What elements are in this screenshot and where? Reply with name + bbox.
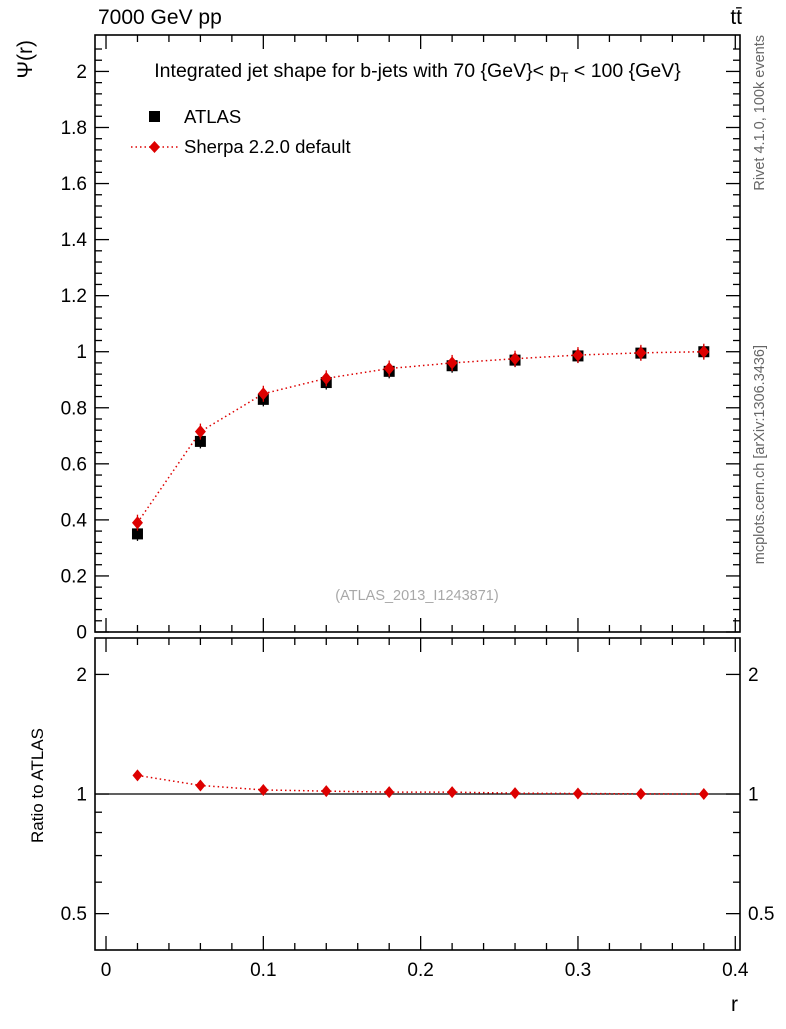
y-tick-label-main: 1.6	[61, 174, 87, 195]
y-tick-label-ratio-left: 1	[76, 785, 87, 806]
x-axis-label: r	[731, 993, 738, 1016]
analysis-id-watermark: (ATLAS_2013_I1243871)	[335, 588, 499, 604]
sherpa-data-marker	[257, 387, 269, 401]
sherpa-data-marker	[194, 425, 206, 439]
sherpa-data-marker	[383, 362, 395, 376]
x-tick-label: 0	[101, 960, 112, 981]
sherpa-data-marker	[572, 348, 584, 362]
legend-atlas-label: ATLAS	[184, 106, 241, 127]
mcplots-arxiv-note: mcplots.cern.ch [arXiv:1306.3436]	[752, 345, 768, 565]
y-tick-label-ratio-right: 2	[748, 665, 759, 686]
main-panel-frame	[94, 34, 741, 633]
rivet-version-note: Rivet 4.1.0, 100k events	[752, 35, 768, 191]
sherpa-line-main	[136, 350, 704, 524]
y-tick-label-main: 1.8	[61, 118, 87, 139]
y-tick-label-main: 0	[76, 623, 87, 644]
y-tick-label-ratio-left: 0.5	[61, 904, 87, 925]
y-tick-label-main: 0.8	[61, 398, 87, 419]
sherpa-data-marker	[509, 352, 521, 366]
x-tick-label: 0.1	[250, 960, 276, 981]
sherpa-data-marker	[698, 345, 710, 359]
y-tick-label-main: 2	[76, 62, 87, 83]
sherpa-ratio-marker	[698, 788, 709, 801]
legend-sherpa-label: Sherpa 2.2.0 default	[184, 136, 351, 157]
sherpa-ratio-marker	[635, 787, 646, 800]
x-tick-label: 0.3	[565, 960, 591, 981]
y-tick-label-main: 0.6	[61, 454, 87, 475]
y-tick-label-main: 0.4	[61, 510, 88, 531]
y-tick-label-ratio-right: 0.5	[748, 904, 774, 925]
sherpa-ratio-marker	[132, 769, 143, 782]
legend-sherpa-marker	[149, 141, 160, 153]
sherpa-ratio-marker	[258, 783, 269, 796]
y-tick-label-main: 0.2	[61, 566, 87, 587]
x-tick-label: 0.2	[407, 960, 433, 981]
x-tick-label: 0.4	[722, 960, 749, 981]
plot-title: Integrated jet shape for b-jets with 70 …	[154, 60, 681, 85]
sherpa-ratio-marker	[195, 779, 206, 792]
header-process-ttbar: tt̄	[730, 6, 742, 29]
y-tick-label-ratio-right: 1	[748, 785, 759, 806]
sherpa-ratio-marker	[384, 786, 395, 799]
y-axis-label-ratio: Ratio to ATLAS	[28, 728, 47, 843]
y-axis-label-main: Ψ(r)	[14, 40, 37, 79]
sherpa-ratio-marker	[321, 785, 332, 798]
atlas-data-marker	[131, 528, 143, 540]
sherpa-data-marker	[635, 346, 647, 360]
sherpa-data-marker	[131, 516, 143, 530]
y-tick-label-main: 1.4	[61, 230, 88, 251]
y-tick-label-ratio-left: 2	[76, 665, 87, 686]
sherpa-ratio-marker	[510, 787, 521, 800]
legend-atlas-marker	[149, 111, 160, 122]
sherpa-ratio-marker	[447, 786, 458, 799]
y-tick-label-main: 1	[76, 342, 87, 363]
sherpa-data-marker	[446, 356, 458, 370]
atlas-data-marker	[194, 435, 206, 447]
sherpa-line-ratio	[137, 774, 704, 795]
sherpa-data-marker	[320, 371, 332, 385]
header-beam-energy: 7000 GeV pp	[98, 6, 222, 29]
sherpa-ratio-marker	[572, 787, 583, 800]
y-tick-label-main: 1.2	[61, 286, 87, 307]
